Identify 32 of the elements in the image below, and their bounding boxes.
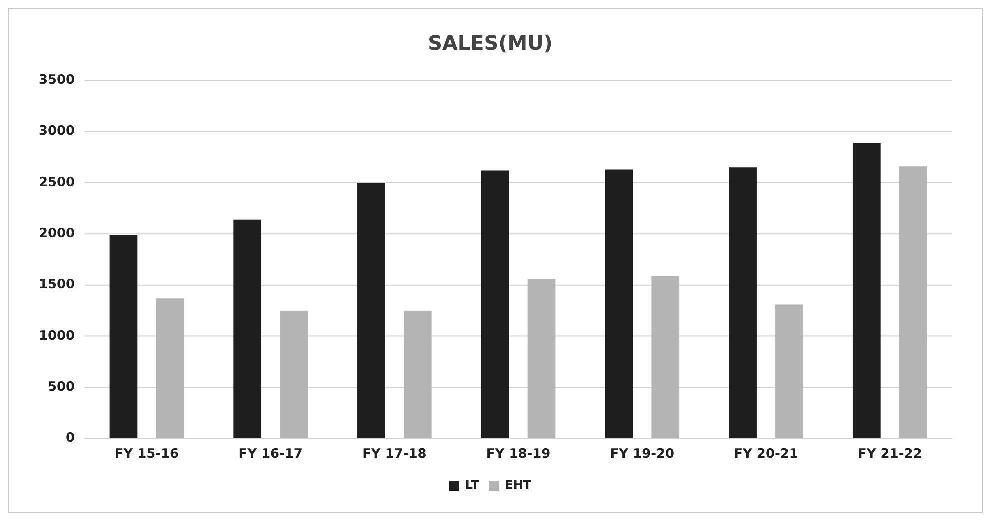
bar	[481, 170, 510, 438]
x-tick-label: FY 15-16	[114, 446, 180, 462]
bar	[404, 310, 432, 438]
bar	[652, 276, 680, 438]
bar	[280, 310, 308, 438]
bar	[358, 182, 386, 438]
x-tick-label: FY 18-19	[486, 446, 551, 462]
x-tick-label: FY 17-18	[362, 446, 427, 462]
y-tick-label: 1000	[38, 328, 76, 344]
y-tick-label: 1500	[38, 278, 76, 293]
x-tick-label: FY 20-21	[734, 446, 798, 462]
y-tick-label: 3000	[38, 124, 76, 140]
chart-title: SALES(MU)	[428, 32, 553, 56]
legend-label: LT	[465, 478, 480, 492]
bar	[110, 235, 138, 438]
x-tick-label: FY 19-20	[610, 446, 675, 462]
x-tick-label: FY 16-17	[238, 446, 303, 462]
x-tick-label: FY 21-22	[858, 446, 922, 462]
legend-label: EHT	[505, 478, 532, 492]
y-tick-label: 3500	[38, 73, 76, 88]
y-tick-label: 500	[48, 380, 76, 395]
bar	[234, 220, 262, 438]
bar	[528, 279, 556, 438]
bar	[899, 166, 928, 438]
bar	[776, 304, 804, 438]
y-tick-label: 2500	[38, 175, 76, 190]
y-tick-label: 0	[66, 431, 76, 446]
bar	[729, 168, 757, 438]
bar	[605, 170, 634, 438]
bar	[852, 143, 881, 438]
y-tick-label: 2000	[38, 226, 76, 242]
bar	[156, 298, 184, 438]
